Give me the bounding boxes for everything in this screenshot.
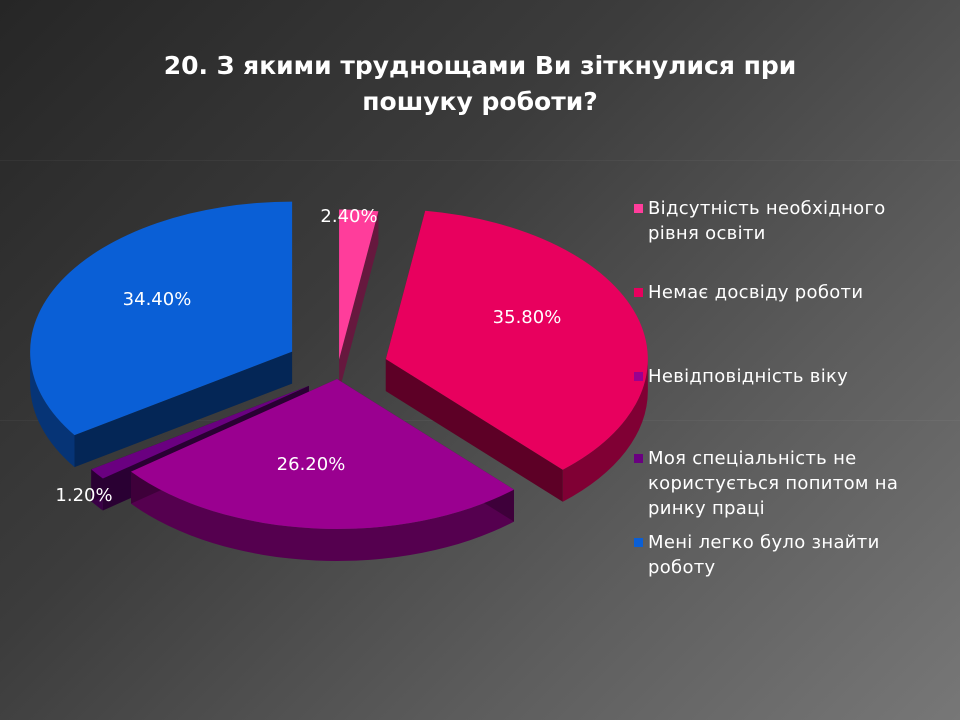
- legend-item: Невідповідність віку: [634, 364, 924, 389]
- pie-slice: [385, 210, 648, 470]
- pie-slice: [131, 378, 514, 529]
- legend-label: Моя спеціальність не користується попито…: [648, 448, 899, 519]
- pie-slice-side: [30, 351, 293, 468]
- pie-data-label: 2.40%: [320, 206, 377, 227]
- chart-title-line-1: 20. З якими труднощами Ви зіткнулися при: [163, 51, 797, 80]
- legend-swatch: [634, 372, 643, 381]
- legend-swatch: [634, 204, 643, 213]
- legend-item: Мені легко було знайти роботу: [634, 530, 924, 580]
- legend-label: Невідповідність віку: [648, 366, 849, 387]
- chart-title: 20. З якими труднощами Ви зіткнулися при…: [120, 48, 840, 120]
- pie-slice: [339, 209, 379, 360]
- legend-item: Моя спеціальність не користується попито…: [634, 446, 924, 521]
- pie-data-label: 1.20%: [55, 485, 112, 506]
- background-stripe: [0, 160, 960, 161]
- legend-swatch: [634, 288, 643, 297]
- pie-slice-side: [339, 211, 379, 392]
- legend-item: Відсутність необхідного рівня освіти: [634, 196, 924, 246]
- legend-label: Відсутність необхідного рівня освіти: [648, 198, 886, 244]
- pie-data-label: 26.20%: [277, 454, 346, 475]
- pie-data-label: 34.40%: [123, 289, 192, 310]
- pie-slice: [91, 385, 309, 479]
- legend-item: Немає досвіду роботи: [634, 280, 924, 305]
- legend-swatch: [634, 538, 643, 547]
- legend-label: Мені легко було знайти роботу: [648, 532, 880, 578]
- legend-label: Немає досвіду роботи: [648, 282, 864, 303]
- chart-title-line-2: пошуку роботи?: [362, 87, 598, 116]
- pie-slice: [30, 201, 293, 436]
- pie-data-label: 35.80%: [493, 307, 562, 328]
- legend-swatch: [634, 454, 643, 463]
